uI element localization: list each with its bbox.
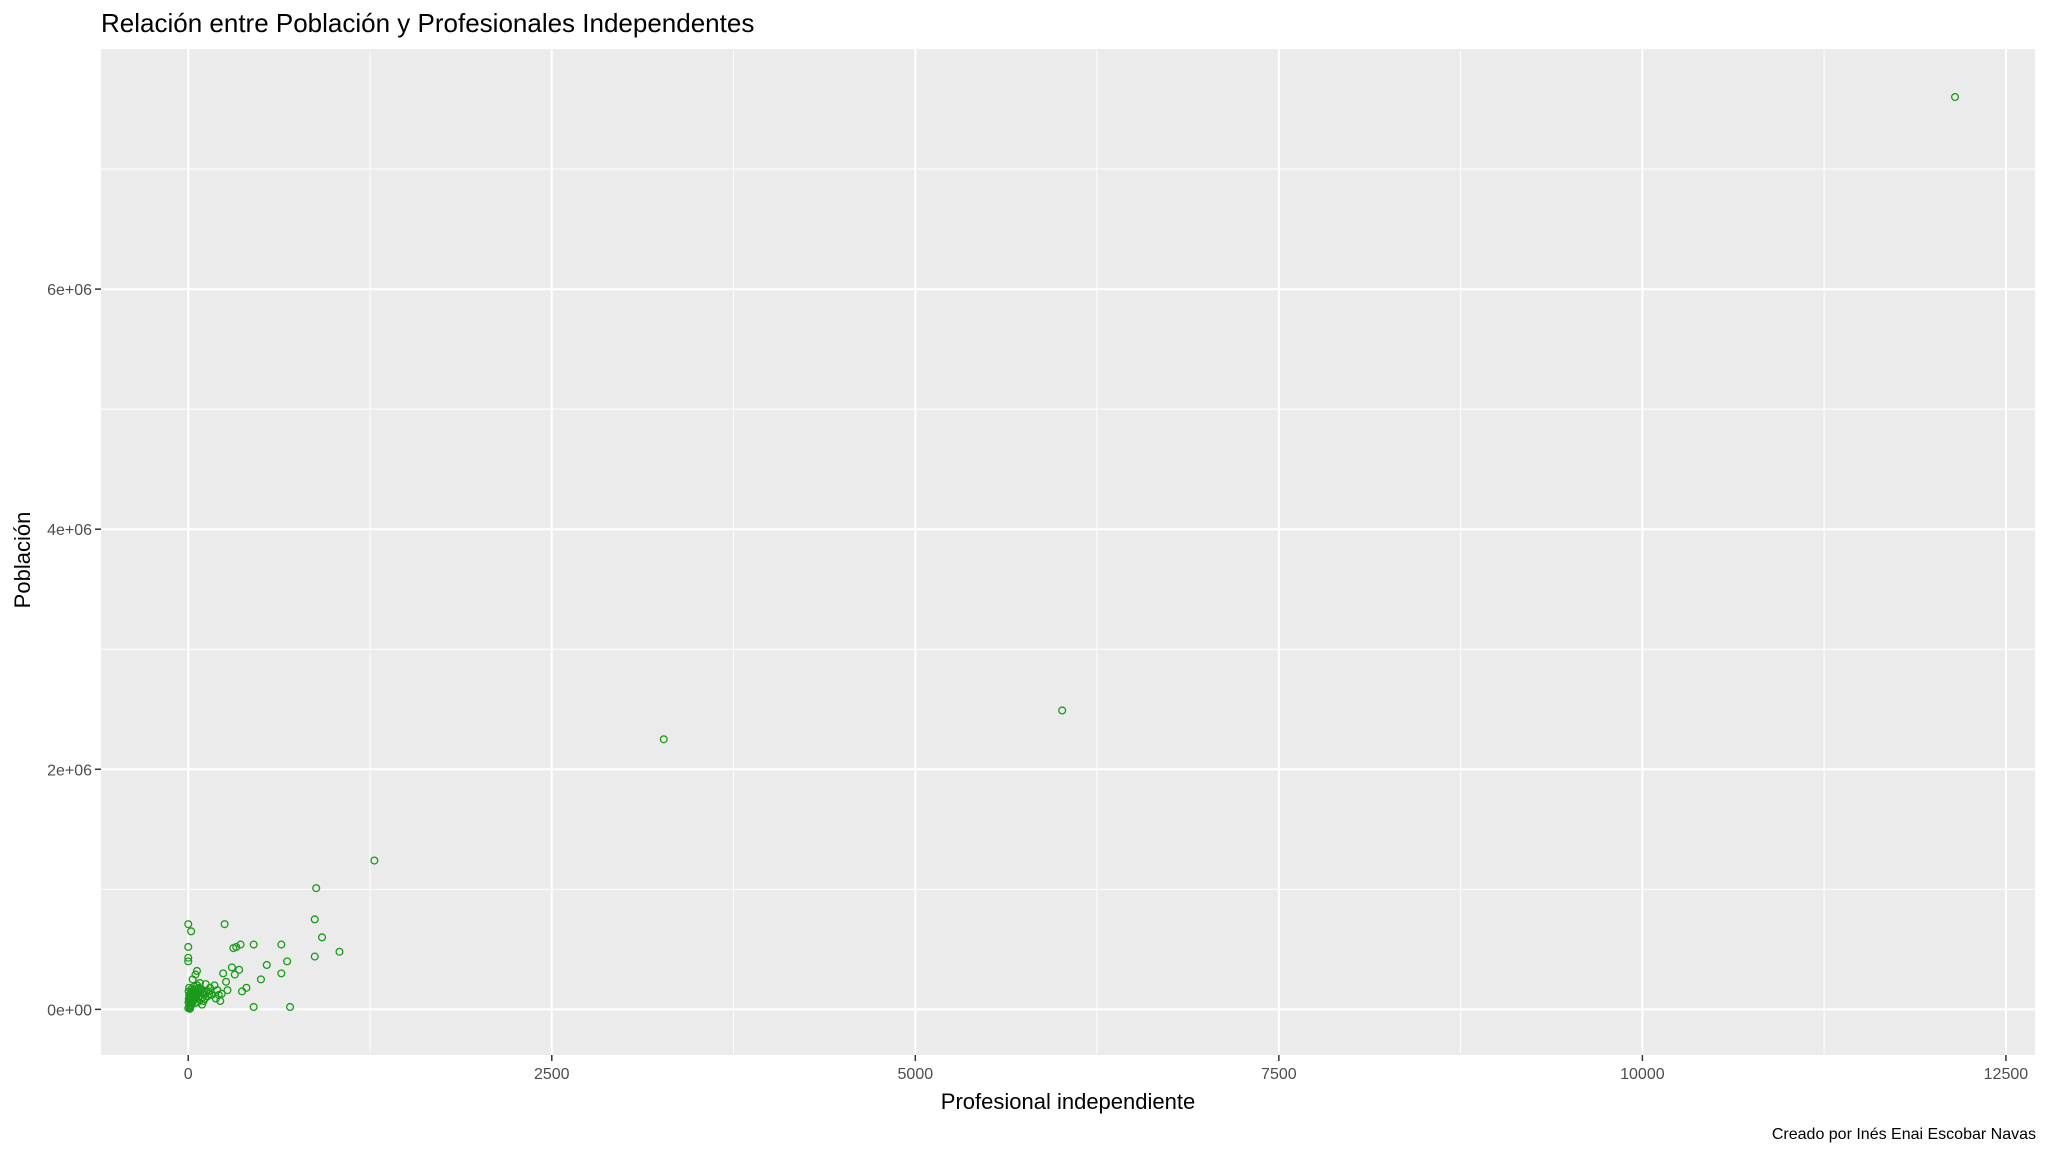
- data-point: [285, 1002, 295, 1012]
- x-tick-label: 2500: [534, 1066, 570, 1083]
- data-point: [659, 735, 668, 744]
- data-point: [185, 990, 194, 1000]
- data-point: [222, 977, 231, 986]
- data-point: [184, 942, 193, 952]
- data-point: [277, 940, 286, 949]
- data-point: [312, 884, 321, 893]
- data-point: [195, 978, 204, 988]
- data-point: [187, 927, 196, 936]
- data-point: [277, 969, 286, 978]
- data-point: [1058, 706, 1067, 715]
- x-tick-label: 0: [184, 1066, 193, 1083]
- x-tick-label: 7500: [1261, 1066, 1297, 1083]
- data-point: [249, 940, 258, 949]
- x-tick-label: 5000: [898, 1066, 934, 1083]
- y-tick-label: 6e+06: [47, 282, 92, 299]
- data-point: [223, 986, 232, 995]
- data-point: [256, 975, 266, 984]
- data-point: [186, 1003, 195, 1012]
- data-point: [310, 952, 319, 961]
- data-point: [249, 1002, 258, 1012]
- data-point: [370, 856, 379, 865]
- data-point: [238, 987, 247, 996]
- x-tick-label: 12500: [1984, 1066, 2029, 1083]
- data-point: [188, 975, 197, 984]
- data-point: [230, 970, 239, 979]
- data-point: [192, 966, 202, 976]
- y-tick-label: 4e+06: [47, 522, 92, 539]
- y-axis: 0e+00 2e+06 4e+06 6e+06: [47, 282, 101, 1019]
- data-point: [236, 940, 245, 949]
- data-point: [1950, 92, 1960, 102]
- data-point: [310, 915, 319, 924]
- data-point: [216, 996, 225, 1006]
- data-point: [229, 944, 238, 953]
- data-point: [184, 920, 193, 929]
- data-point: [283, 957, 292, 966]
- data-point: [220, 920, 229, 929]
- data-point: [219, 969, 228, 978]
- major-gridlines: [101, 49, 2035, 1055]
- data-point: [184, 953, 193, 962]
- data-point: [335, 947, 344, 956]
- minor-gridlines: [101, 49, 2035, 1055]
- data-point: [235, 965, 244, 974]
- data-point: [227, 963, 236, 972]
- x-axis-label: Profesional independiente: [941, 1089, 1195, 1114]
- y-tick-label: 0e+00: [47, 1002, 92, 1019]
- data-points: [184, 92, 1960, 1013]
- plot-panel: [101, 49, 2035, 1055]
- data-point: [192, 984, 201, 994]
- y-tick-label: 2e+06: [47, 762, 92, 779]
- data-point: [205, 989, 214, 998]
- x-axis: 0 2500 5000 7500 10000 12500: [184, 1055, 2028, 1083]
- data-point: [195, 984, 204, 994]
- x-tick-label: 10000: [1620, 1066, 1665, 1083]
- chart-title: Relación entre Población y Profesionales…: [101, 8, 754, 38]
- data-point: [317, 933, 327, 942]
- caption: Creado por Inés Enai Escobar Navas: [1772, 1126, 2036, 1143]
- data-point: [184, 957, 193, 966]
- y-axis-label: Población: [10, 512, 35, 609]
- data-point: [262, 960, 271, 970]
